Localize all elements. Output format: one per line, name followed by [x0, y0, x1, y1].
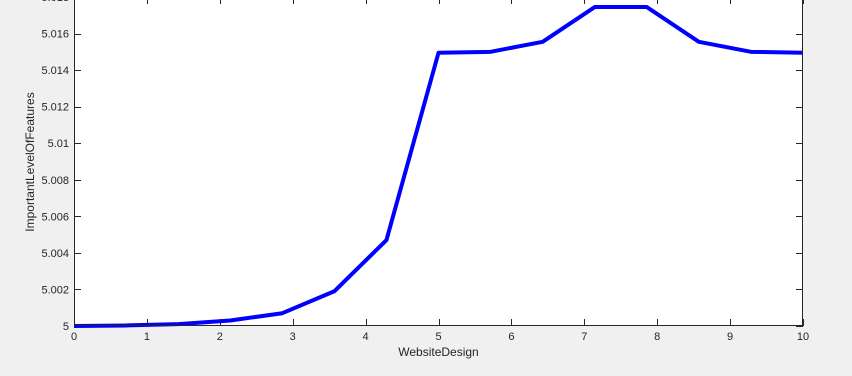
y-tick-label: 5 [63, 321, 69, 333]
ticks [74, 0, 804, 327]
y-tick-label: 5.016 [41, 29, 69, 41]
x-tick-label: 6 [508, 331, 514, 343]
y-tick-label: 5.008 [41, 175, 69, 187]
y-tick-label: 5.012 [41, 102, 69, 114]
axes-box [74, 0, 803, 326]
x-tick-label: 0 [71, 331, 77, 343]
y-axis-label: ImportantLevelOfFeatures [23, 92, 37, 231]
plot-area [74, 0, 803, 326]
x-tick-label: 9 [727, 331, 733, 343]
x-tick-label: 8 [654, 331, 660, 343]
tick-labels: 0 1 2 3 4 5 6 7 8 9 10 5 5.002 5.004 5.006 5.008 5.01 5.0… [41, 0, 809, 343]
series-line [73, 5, 804, 328]
y-tick-label: 5.006 [41, 211, 69, 223]
x-tick-label: 3 [290, 331, 296, 343]
y-tick-label: 5.01 [48, 138, 69, 150]
x-tick-label: 2 [217, 331, 223, 343]
series-layer [73, 5, 804, 328]
x-tick-label: 10 [797, 331, 809, 343]
y-tick-label: 5.014 [41, 65, 69, 77]
x-tick-label: 1 [144, 331, 150, 343]
x-tick-label: 5 [435, 331, 441, 343]
y-tick-label: 5.002 [41, 284, 69, 296]
x-tick-label: 4 [363, 331, 369, 343]
x-axis-label: WebsiteDesign [398, 345, 478, 359]
y-tick-label: 5.018 [41, 0, 69, 4]
y-tick-label: 5.004 [41, 248, 69, 260]
x-tick-label: 7 [581, 331, 587, 343]
